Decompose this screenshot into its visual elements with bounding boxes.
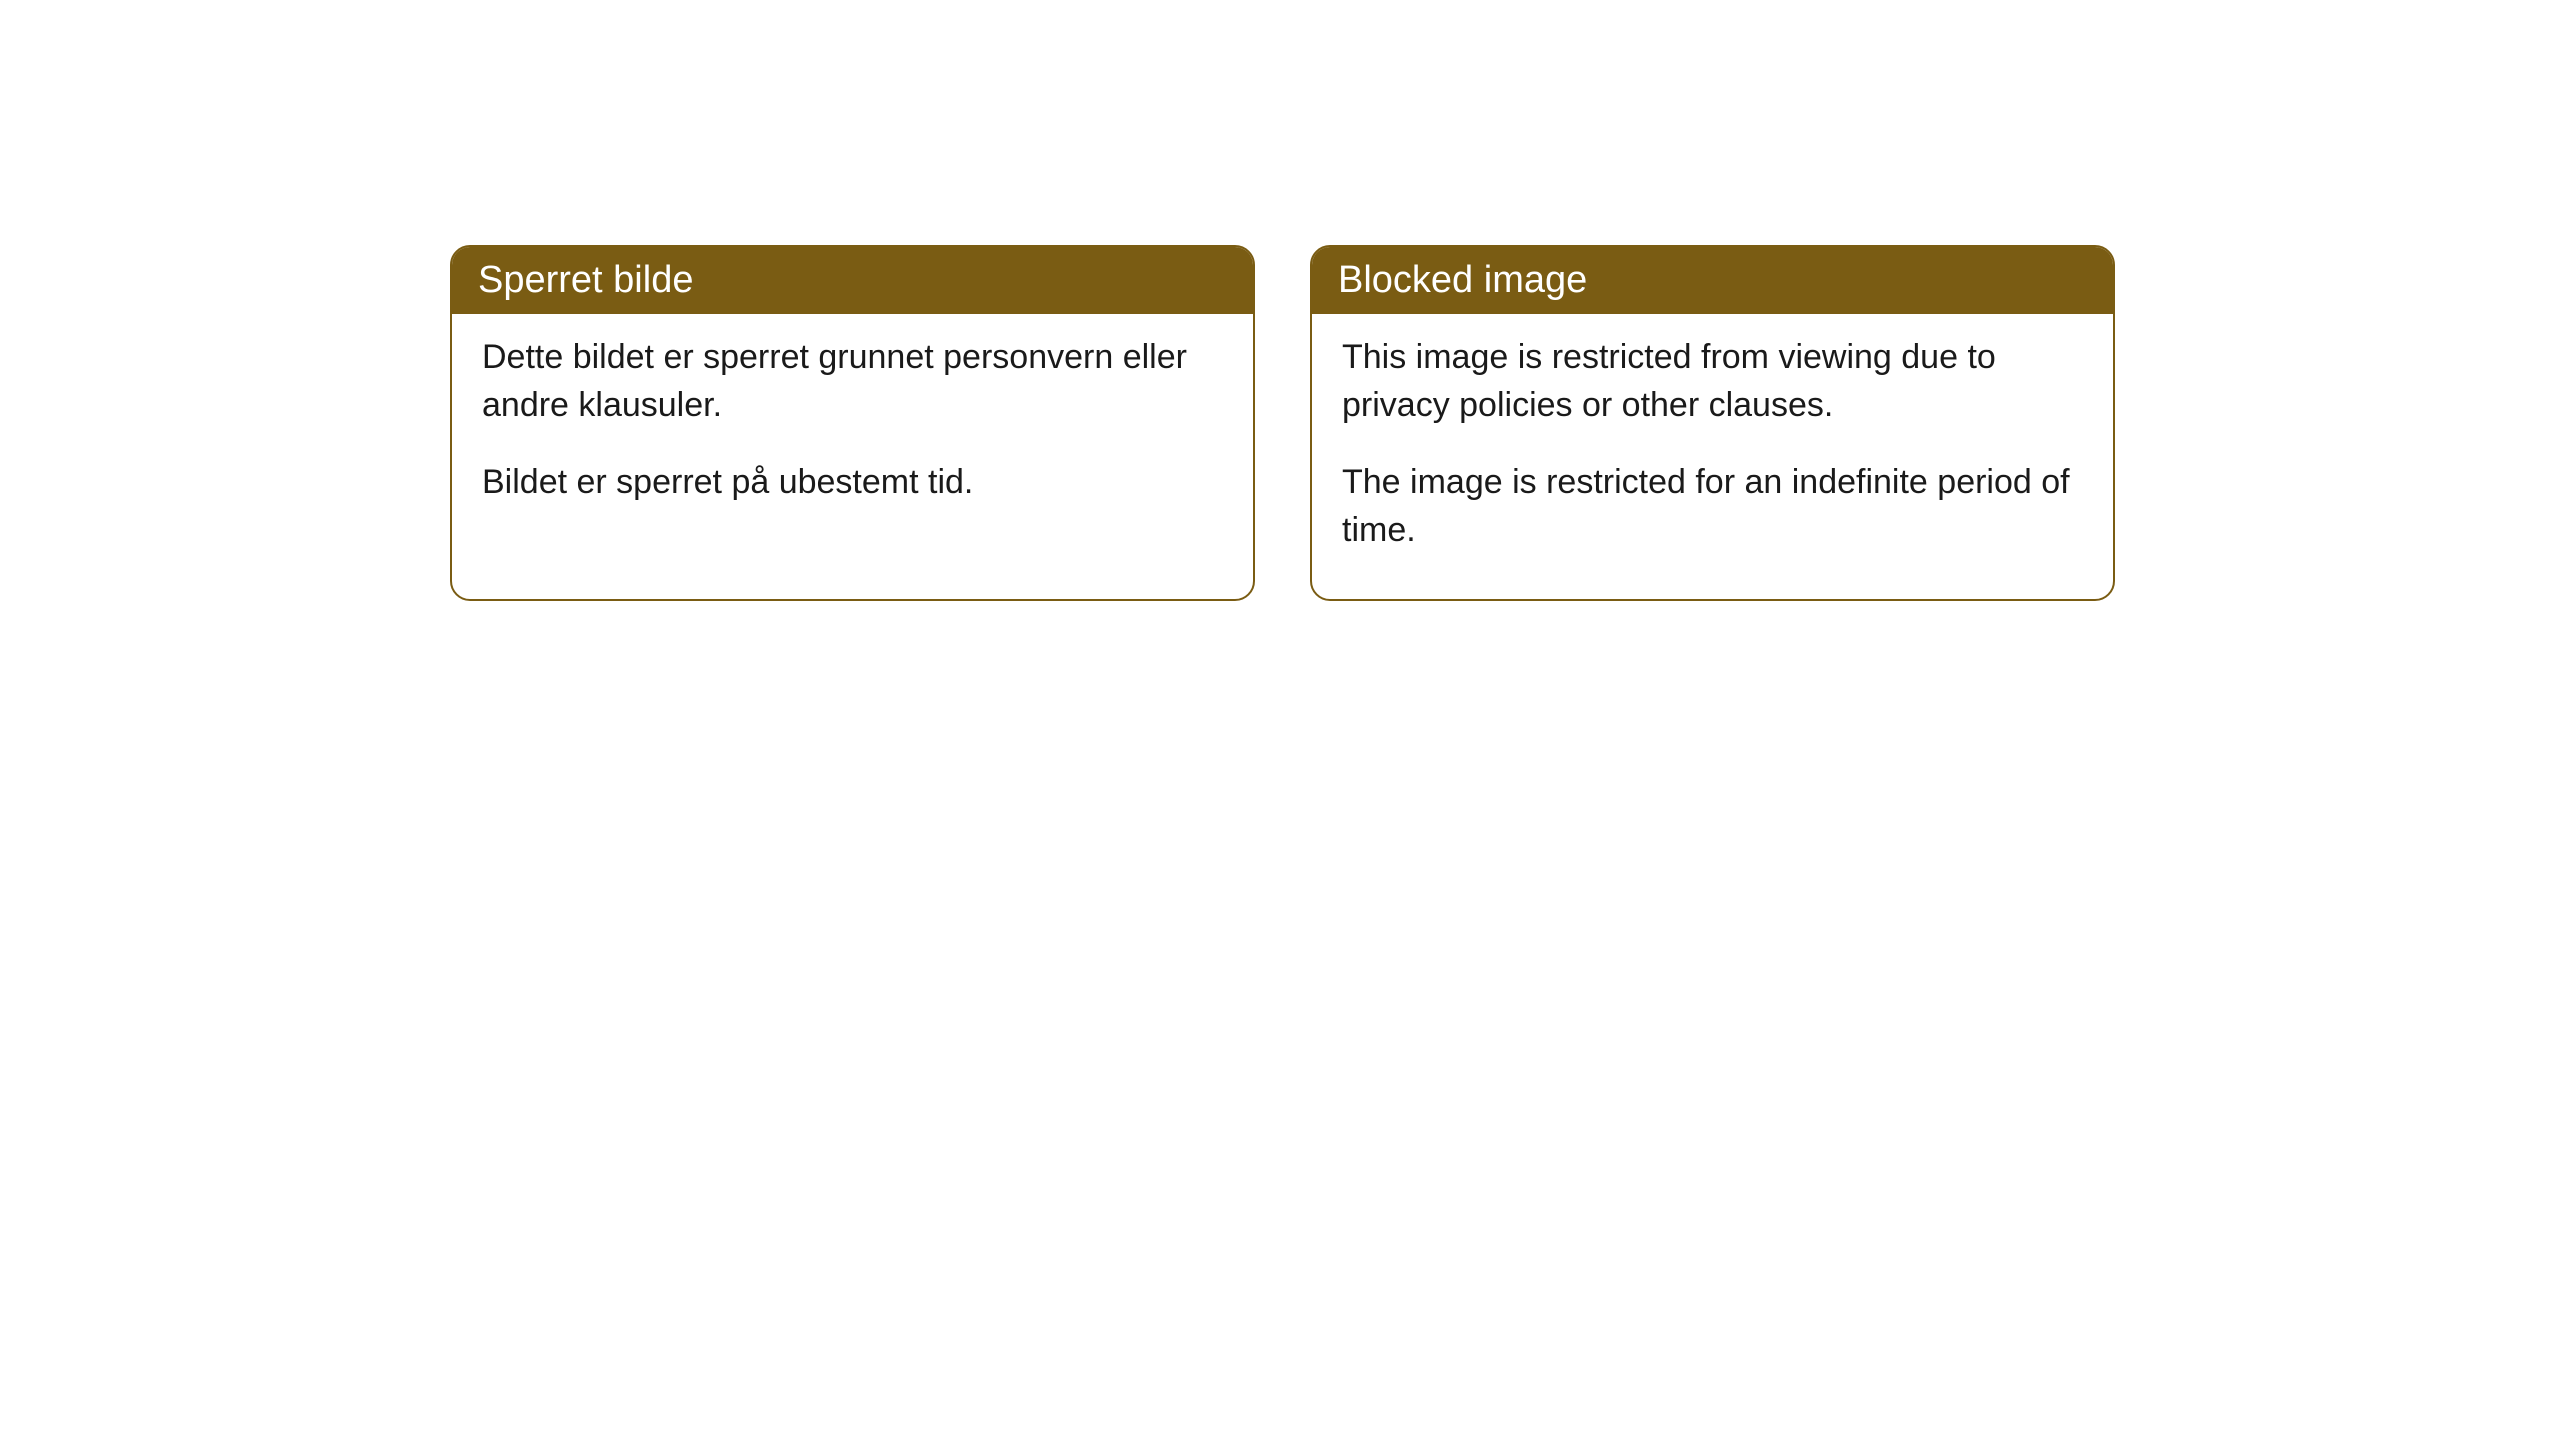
card-title: Blocked image <box>1312 247 2113 314</box>
card-body: Dette bildet er sperret grunnet personve… <box>452 314 1253 552</box>
card-title: Sperret bilde <box>452 247 1253 314</box>
notice-cards-container: Sperret bilde Dette bildet er sperret gr… <box>450 245 2115 601</box>
card-paragraph: Dette bildet er sperret grunnet personve… <box>482 334 1223 429</box>
card-body: This image is restricted from viewing du… <box>1312 314 2113 599</box>
card-paragraph: Bildet er sperret på ubestemt tid. <box>482 459 1223 507</box>
card-paragraph: The image is restricted for an indefinit… <box>1342 459 2083 554</box>
notice-card-english: Blocked image This image is restricted f… <box>1310 245 2115 601</box>
card-paragraph: This image is restricted from viewing du… <box>1342 334 2083 429</box>
notice-card-norwegian: Sperret bilde Dette bildet er sperret gr… <box>450 245 1255 601</box>
